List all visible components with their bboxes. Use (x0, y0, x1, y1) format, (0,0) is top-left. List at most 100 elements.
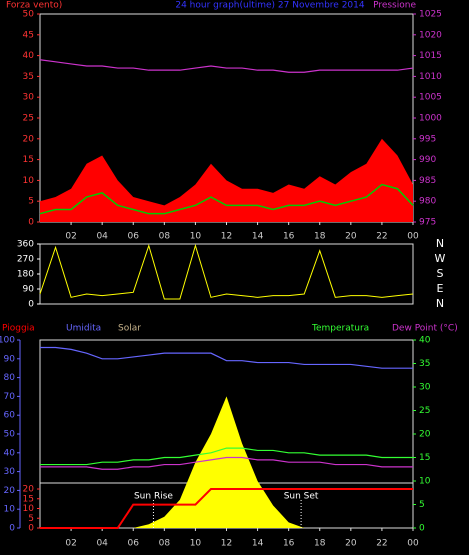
legend-entry: Solar (118, 324, 141, 334)
tick-label: 40 (4, 448, 16, 458)
tick-label: 10 (4, 505, 16, 515)
x-tick-label: 16 (283, 539, 295, 549)
tick-label: 10 (23, 504, 35, 514)
tick-label: 985 (419, 176, 436, 186)
x-tick-label: 08 (159, 539, 171, 549)
tick-label: 35 (419, 359, 430, 369)
tick-label: 1020 (419, 30, 442, 40)
x-tick-label: 18 (314, 539, 326, 549)
x-tick-label: 18 (314, 232, 326, 242)
tick-label: 70 (4, 392, 16, 402)
legend-entry: Pioggia (2, 324, 35, 334)
x-tick-label: 12 (221, 539, 232, 549)
direction-label: S (437, 267, 444, 280)
x-tick-label: 14 (252, 232, 264, 242)
tick-label: 1005 (419, 93, 442, 103)
tick-label: 5 (28, 514, 34, 524)
tick-label: 10 (419, 477, 431, 487)
tick-label: 20 (23, 485, 35, 495)
x-tick-label: 20 (345, 539, 357, 549)
x-tick-label: 10 (190, 232, 202, 242)
title: 24 hour graph(ultime) 27 Novembre 2014 (175, 1, 365, 11)
tick-label: 25 (23, 114, 34, 124)
tick-label: 5 (419, 500, 425, 510)
x-tick-label: 06 (128, 539, 140, 549)
tick-label: 50 (23, 10, 35, 20)
tick-label: 40 (23, 51, 35, 61)
tick-label: 1010 (419, 72, 442, 82)
tick-label: 5 (28, 197, 34, 207)
series-line (40, 346, 413, 369)
y2-axis-label: Pressione (373, 1, 416, 11)
direction-label: W (435, 252, 446, 265)
x-tick-label: 04 (96, 539, 108, 549)
x-tick-label: 02 (65, 539, 76, 549)
tick-label: 995 (419, 134, 436, 144)
x-tick-label: 00 (407, 539, 419, 549)
legend-entry: Temperatura (311, 324, 369, 334)
tick-label: 0 (28, 300, 34, 310)
x-tick-label: 16 (283, 232, 295, 242)
tick-label: 1015 (419, 51, 442, 61)
x-tick-label: 22 (376, 539, 387, 549)
series-area (40, 138, 413, 222)
tick-label: 80 (4, 373, 16, 383)
x-tick-label: 22 (376, 232, 387, 242)
series-line (39, 243, 414, 300)
tick-label: 15 (23, 494, 34, 504)
tick-label: 10 (23, 176, 35, 186)
tick-label: 35 (23, 72, 34, 82)
tick-label: 180 (17, 270, 34, 280)
series-line (40, 488, 413, 529)
x-tick-label: 02 (65, 232, 76, 242)
x-tick-label: 20 (345, 232, 357, 242)
legend-entry: Dew Point (°C) (392, 324, 458, 334)
tick-label: 20 (419, 430, 431, 440)
tick-label: 100 (0, 336, 15, 346)
tick-label: 15 (419, 453, 430, 463)
tick-label: 20 (23, 134, 35, 144)
tick-label: 270 (17, 255, 34, 265)
x-tick-label: 06 (128, 232, 140, 242)
series-line (40, 456, 413, 470)
tick-label: 45 (23, 30, 34, 40)
tick-label: 980 (419, 197, 436, 207)
tick-label: 30 (23, 93, 35, 103)
tick-label: 1000 (419, 114, 442, 124)
tick-label: 40 (419, 336, 431, 346)
tick-label: 0 (28, 524, 34, 534)
tick-label: 0 (28, 218, 34, 228)
tick-label: 90 (23, 285, 35, 295)
direction-label: N (436, 237, 444, 250)
series-line (40, 447, 413, 466)
direction-label: N (436, 297, 444, 310)
tick-label: 25 (419, 406, 430, 416)
x-tick-label: 00 (407, 232, 419, 242)
direction-label: E (437, 282, 444, 295)
annotation: Sun Rise (134, 492, 173, 502)
x-tick-label: 12 (221, 232, 232, 242)
tick-label: 30 (419, 383, 431, 393)
series-line (39, 183, 414, 215)
x-tick-label: 04 (96, 232, 108, 242)
x-tick-label: 08 (159, 232, 171, 242)
tick-label: 360 (17, 240, 34, 250)
tick-label: 50 (4, 430, 16, 440)
legend-entry: Umidita (66, 324, 101, 334)
y-axis-label: Forza vento) (6, 1, 62, 11)
tick-label: 0 (9, 524, 15, 534)
tick-label: 30 (4, 467, 16, 477)
tick-label: 60 (4, 411, 16, 421)
tick-label: 975 (419, 218, 436, 228)
tick-label: 20 (4, 486, 16, 496)
x-tick-label: 10 (190, 539, 202, 549)
annotation: Sun Set (284, 492, 319, 502)
tick-label: 0 (419, 524, 425, 534)
tick-label: 1025 (419, 10, 442, 20)
x-tick-label: 14 (252, 539, 264, 549)
series-line (39, 59, 414, 73)
tick-label: 90 (4, 354, 16, 364)
series-area (40, 396, 413, 528)
tick-label: 15 (23, 155, 34, 165)
